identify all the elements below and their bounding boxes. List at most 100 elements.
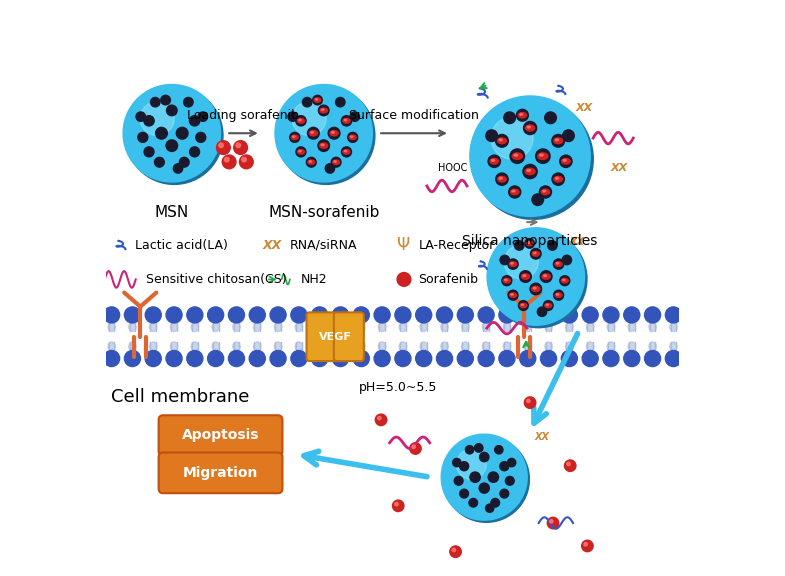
Circle shape — [173, 164, 183, 173]
Ellipse shape — [561, 158, 570, 164]
Circle shape — [644, 350, 661, 366]
Circle shape — [296, 116, 306, 126]
Circle shape — [441, 434, 528, 520]
Circle shape — [333, 350, 349, 366]
Ellipse shape — [670, 323, 677, 332]
Ellipse shape — [149, 342, 157, 351]
Circle shape — [550, 520, 553, 523]
Circle shape — [530, 283, 542, 295]
Circle shape — [644, 307, 661, 323]
Ellipse shape — [608, 323, 615, 332]
Ellipse shape — [503, 323, 511, 332]
Ellipse shape — [525, 125, 535, 131]
Circle shape — [353, 307, 369, 323]
Ellipse shape — [649, 342, 656, 351]
Ellipse shape — [526, 241, 533, 245]
Ellipse shape — [538, 153, 548, 160]
Circle shape — [502, 276, 512, 286]
Ellipse shape — [309, 131, 317, 136]
Circle shape — [412, 445, 415, 449]
Circle shape — [195, 132, 206, 142]
Ellipse shape — [670, 342, 677, 351]
Circle shape — [350, 112, 360, 122]
Circle shape — [333, 307, 349, 323]
Circle shape — [104, 350, 119, 366]
Ellipse shape — [555, 293, 562, 297]
Circle shape — [459, 461, 469, 471]
Circle shape — [506, 476, 514, 485]
Ellipse shape — [499, 139, 502, 141]
Circle shape — [436, 307, 452, 323]
Text: MSN: MSN — [155, 205, 189, 220]
Circle shape — [141, 101, 174, 136]
Circle shape — [166, 140, 177, 151]
Circle shape — [126, 87, 223, 184]
Ellipse shape — [503, 278, 510, 283]
Circle shape — [584, 543, 587, 546]
Circle shape — [563, 130, 575, 142]
Circle shape — [136, 112, 145, 122]
Circle shape — [537, 307, 546, 316]
Circle shape — [288, 112, 298, 122]
Circle shape — [270, 307, 286, 323]
Circle shape — [500, 489, 509, 498]
Ellipse shape — [295, 342, 302, 351]
Circle shape — [478, 307, 494, 323]
Circle shape — [312, 95, 323, 105]
Circle shape — [123, 85, 221, 182]
Circle shape — [242, 157, 246, 162]
Circle shape — [341, 147, 352, 157]
Circle shape — [624, 350, 640, 366]
Text: XX: XX — [570, 237, 585, 248]
Text: Migration: Migration — [183, 466, 258, 480]
Ellipse shape — [232, 323, 240, 332]
Circle shape — [155, 127, 167, 139]
Circle shape — [507, 458, 516, 467]
Circle shape — [249, 307, 265, 323]
Ellipse shape — [555, 262, 562, 267]
Circle shape — [416, 307, 432, 323]
Circle shape — [460, 489, 469, 498]
Circle shape — [603, 350, 619, 366]
Circle shape — [545, 112, 557, 124]
Ellipse shape — [462, 323, 469, 332]
Ellipse shape — [505, 279, 507, 281]
Ellipse shape — [543, 275, 546, 276]
Circle shape — [312, 350, 327, 366]
Circle shape — [582, 350, 598, 366]
Ellipse shape — [483, 342, 490, 351]
Circle shape — [155, 157, 164, 167]
Text: Cell membrane: Cell membrane — [111, 388, 250, 406]
Ellipse shape — [232, 342, 240, 351]
Ellipse shape — [524, 323, 531, 332]
Circle shape — [491, 117, 533, 159]
Circle shape — [124, 350, 141, 366]
Circle shape — [504, 245, 539, 279]
Circle shape — [552, 173, 564, 185]
Circle shape — [306, 157, 316, 167]
Ellipse shape — [509, 293, 517, 297]
Circle shape — [318, 140, 330, 151]
Circle shape — [486, 504, 494, 513]
Ellipse shape — [400, 323, 407, 332]
Ellipse shape — [274, 323, 282, 332]
Text: Apoptosis: Apoptosis — [182, 429, 259, 442]
Ellipse shape — [191, 323, 199, 332]
Circle shape — [145, 350, 161, 366]
Circle shape — [553, 290, 564, 300]
Circle shape — [524, 397, 536, 408]
Text: Silica nanoparticles: Silica nanoparticles — [462, 233, 597, 248]
Circle shape — [582, 307, 598, 323]
Ellipse shape — [586, 342, 594, 351]
Circle shape — [541, 307, 557, 323]
Circle shape — [319, 105, 329, 116]
Circle shape — [161, 95, 170, 105]
Circle shape — [378, 416, 381, 420]
Circle shape — [225, 157, 229, 162]
Circle shape — [395, 307, 411, 323]
Ellipse shape — [491, 160, 495, 161]
Circle shape — [207, 350, 224, 366]
Ellipse shape — [512, 190, 515, 192]
Ellipse shape — [534, 252, 536, 254]
Ellipse shape — [316, 323, 323, 332]
